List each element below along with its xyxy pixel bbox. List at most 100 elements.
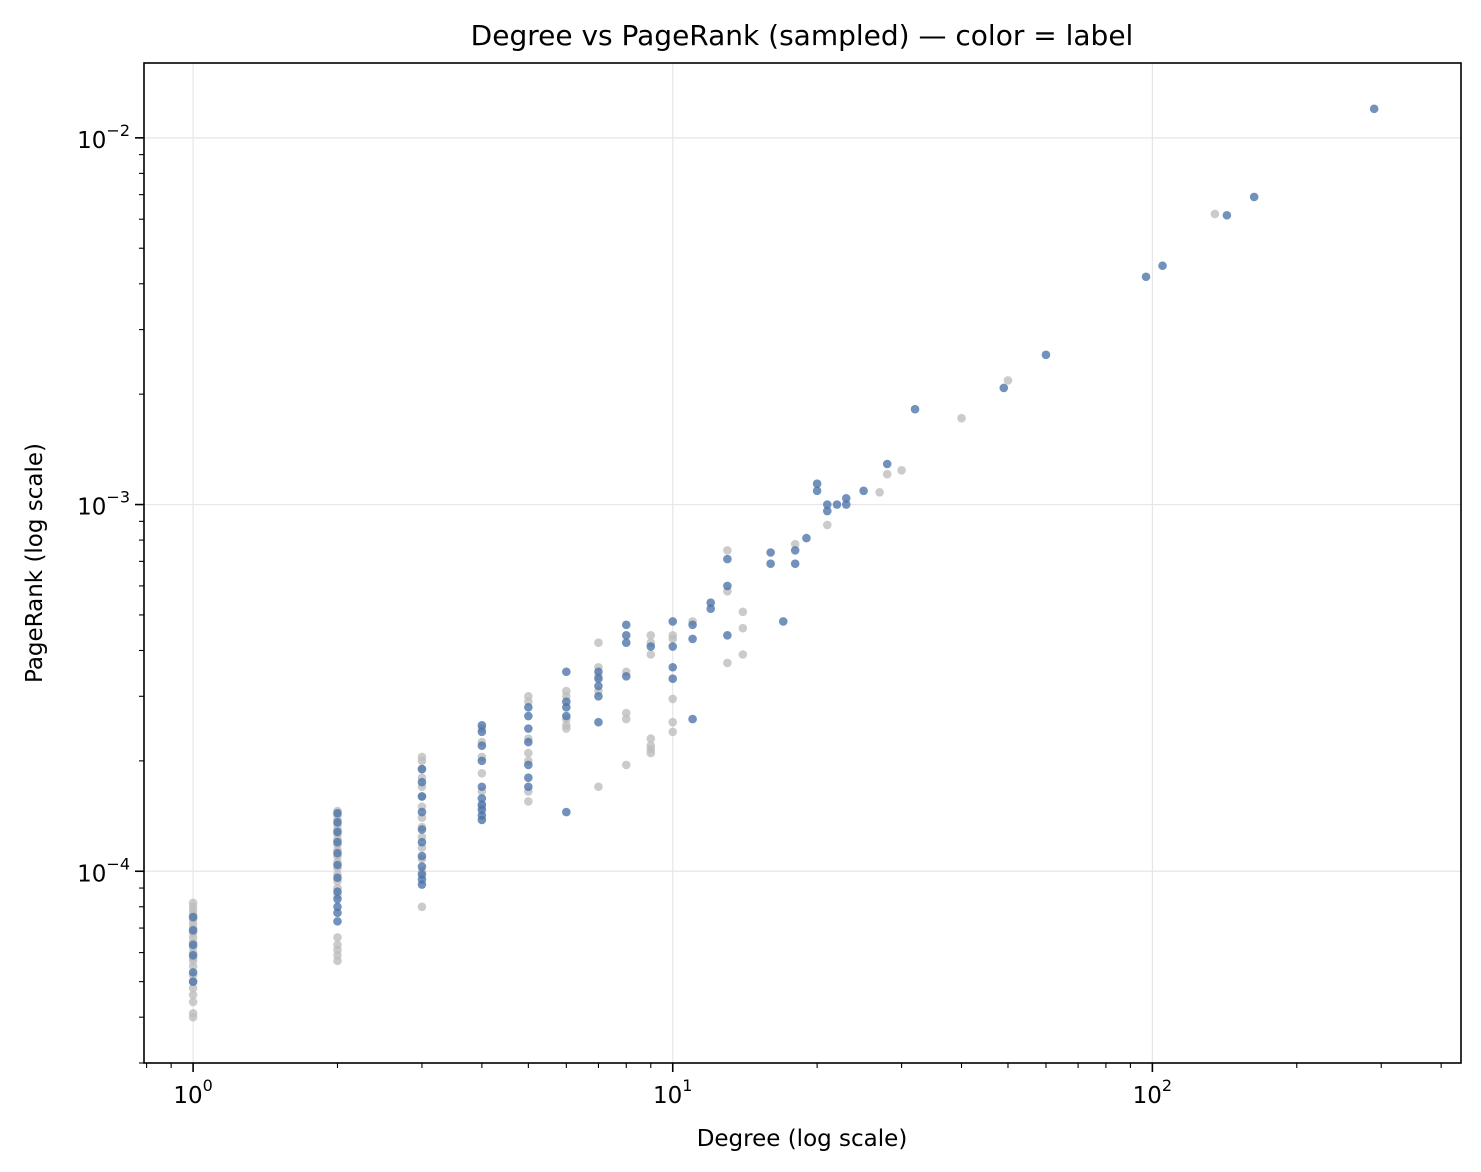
scatter-point: [524, 797, 533, 806]
scatter-point: [188, 968, 198, 977]
chart-title: Degree vs PageRank (sampled) — color = l…: [471, 19, 1134, 52]
scatter-point: [1249, 192, 1259, 202]
scatter-point: [646, 650, 656, 659]
scatter-point: [417, 825, 427, 834]
scatter-point: [621, 638, 631, 648]
scatter-point: [524, 748, 533, 758]
scatter-point: [477, 727, 487, 737]
scatter-point: [822, 500, 832, 509]
plot-frame: [143, 62, 1462, 1064]
scatter-point: [477, 782, 487, 792]
scatter-point: [706, 604, 716, 613]
scatter-point: [668, 662, 678, 672]
scatter-point: [524, 724, 533, 733]
scatter-point: [738, 650, 748, 659]
scatter-point: [723, 658, 732, 668]
scatter-point: [668, 717, 678, 727]
scatter-point: [477, 794, 487, 803]
scatter-point: [524, 737, 533, 747]
scatter-point: [668, 694, 678, 704]
y-tick-label: 10−3: [77, 488, 130, 521]
scatter-point: [562, 721, 571, 730]
scatter-point: [333, 808, 342, 818]
scatter-point: [723, 554, 732, 564]
axis-ticks: 100 101 102 10−4 10−3 10−2: [77, 121, 1442, 1109]
scatter-point: [333, 860, 342, 870]
scatter-point: [333, 917, 342, 926]
scatter-point: [621, 631, 631, 640]
scatter-point: [646, 741, 656, 750]
grid-lines: [144, 63, 1461, 1063]
scatter-point: [1369, 104, 1379, 114]
scatter-point: [790, 559, 800, 568]
scatter-point: [841, 494, 851, 503]
scatter-point: [524, 760, 533, 770]
scatter-point: [333, 887, 342, 896]
scatter-point: [822, 520, 832, 530]
x-tick-label: 101: [653, 1076, 692, 1109]
scatter-point: [524, 782, 533, 792]
scatter-point: [188, 912, 198, 922]
data-points: [188, 104, 1379, 1022]
scatter-point: [790, 546, 800, 555]
scatter-point: [688, 620, 697, 630]
scatter-point: [594, 638, 603, 648]
scatter-point: [778, 617, 788, 626]
x-tick-label: 100: [173, 1076, 212, 1109]
scatter-point: [524, 702, 533, 712]
scatter-point: [790, 539, 800, 549]
scatter-point: [594, 681, 603, 691]
scatter-point: [417, 764, 427, 774]
scatter-point: [188, 977, 198, 986]
scatter-point: [417, 870, 427, 879]
scatter-point: [594, 692, 603, 701]
scatter-point: [882, 469, 892, 479]
scatter-point: [562, 697, 571, 706]
scatter-point: [668, 631, 678, 640]
scatter-point: [668, 617, 678, 626]
scatter-point: [562, 686, 571, 696]
scatter-point: [668, 727, 678, 737]
scatter-point: [188, 940, 198, 950]
scatter-point: [524, 692, 533, 701]
scatter-point: [562, 667, 571, 677]
scatter-point: [766, 548, 775, 557]
scatter-point: [802, 533, 811, 543]
scatter-point: [333, 933, 342, 942]
scatter-point: [1210, 209, 1220, 219]
scatter-point: [1041, 350, 1051, 360]
scatter-point: [723, 581, 732, 591]
scatter-point: [417, 792, 427, 801]
scatter-point: [562, 807, 571, 817]
scatter-point: [188, 1008, 198, 1018]
scatter-point: [897, 466, 906, 475]
y-tick-label: 10−4: [77, 854, 130, 887]
scatter-point: [766, 559, 775, 568]
scatter-point: [646, 642, 656, 651]
scatter-point: [477, 768, 487, 778]
x-axis-label: Degree (log scale): [697, 1126, 908, 1152]
scatter-point: [417, 807, 427, 817]
scatter-point: [562, 711, 571, 721]
scatter-point: [524, 773, 533, 782]
scatter-point: [333, 817, 342, 827]
scatter-point: [188, 926, 198, 935]
scatter-point: [333, 908, 342, 918]
x-tick-label: 102: [1133, 1076, 1172, 1109]
scatter-point: [1141, 272, 1151, 282]
scatter-point: [621, 714, 631, 724]
scatter-point: [738, 607, 748, 617]
scatter-point: [646, 631, 656, 640]
scatter-point: [859, 486, 868, 496]
scatter-point: [688, 714, 697, 724]
scatter-point: [875, 488, 884, 497]
scatter-point: [723, 546, 732, 555]
scatter-point: [621, 708, 631, 718]
scatter-point: [621, 672, 631, 681]
scatter-point: [910, 404, 920, 414]
scatter-point: [333, 848, 342, 858]
scatter-point: [668, 642, 678, 651]
scatter-point: [621, 620, 631, 630]
scatter-point: [333, 873, 342, 883]
scatter-point: [524, 711, 533, 721]
